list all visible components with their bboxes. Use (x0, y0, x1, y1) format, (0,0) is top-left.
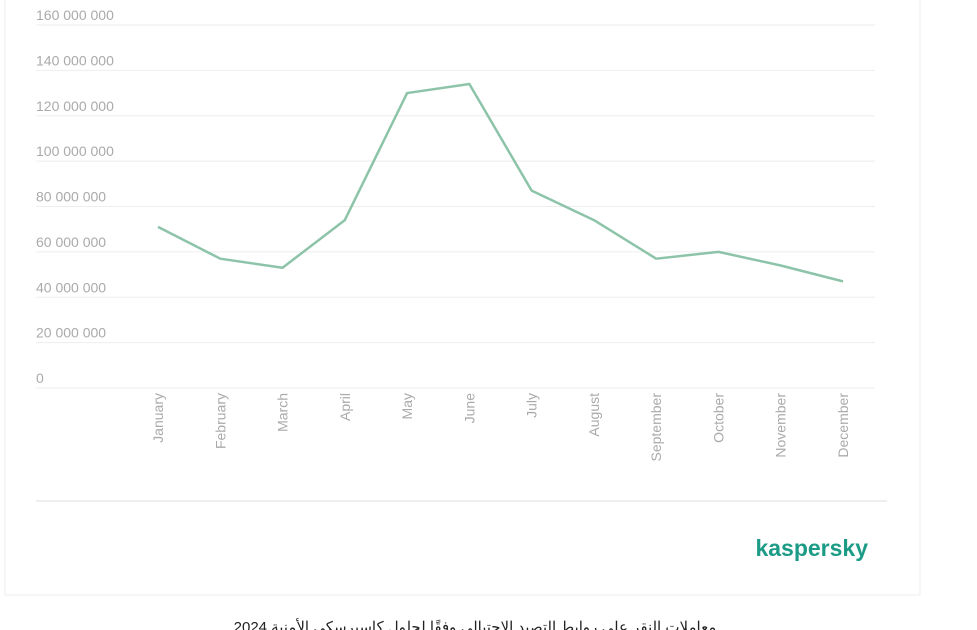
y-tick-label: 60 000 000 (36, 234, 106, 250)
x-tick-label: March (275, 393, 291, 432)
x-tick-label: May (399, 393, 415, 419)
y-tick-label: 0 (36, 370, 44, 386)
y-tick-label: 120 000 000 (36, 98, 114, 114)
x-tick-label: September (648, 393, 664, 462)
x-tick-label: June (461, 393, 477, 424)
x-tick-label: July (524, 393, 540, 418)
x-tick-label: August (586, 393, 602, 437)
caption: معاملات النقر على روابط التصيد الاحتيالي… (234, 618, 717, 630)
x-tick-label: November (773, 393, 789, 458)
y-tick-label: 80 000 000 (36, 189, 106, 205)
brand-logo: kaspersky (755, 535, 868, 561)
y-tick-label: 140 000 000 (36, 52, 114, 68)
y-tick-label: 40 000 000 (36, 279, 106, 295)
x-tick-label: October (710, 393, 726, 443)
x-tick-label: April (337, 393, 353, 421)
line-series (157, 82, 844, 283)
y-tick-label: 20 000 000 (36, 325, 106, 341)
x-tick-label: December (835, 393, 851, 458)
x-tick-label: February (212, 393, 228, 449)
y-tick-label: 160 000 000 (36, 7, 114, 23)
y-tick-label: 100 000 000 (36, 143, 114, 159)
x-tick-label: January (150, 393, 166, 443)
